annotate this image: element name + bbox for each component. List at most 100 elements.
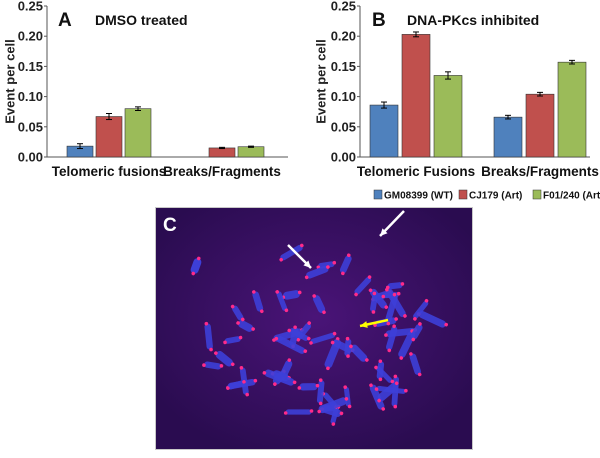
y-tick-label: 0.05 bbox=[18, 119, 43, 134]
chromosome-body bbox=[377, 382, 399, 402]
legend-label: F01/240 (Art) bbox=[543, 191, 600, 202]
bar-1-2 bbox=[493, 116, 523, 158]
chromosome bbox=[369, 383, 386, 411]
chromosome-body bbox=[413, 300, 429, 319]
telomere-signal bbox=[418, 322, 422, 326]
telomere-signal bbox=[196, 256, 201, 261]
bar-3-1 bbox=[124, 108, 152, 158]
y-tick-label: 0.10 bbox=[331, 89, 356, 104]
telomere-signal bbox=[393, 404, 398, 409]
chromosome bbox=[202, 361, 224, 370]
telomere-signal bbox=[214, 351, 218, 355]
y-tick-label: 0.20 bbox=[18, 29, 43, 44]
telomere-signal bbox=[385, 285, 390, 290]
telomere-signal bbox=[387, 348, 392, 353]
telomere-signal bbox=[345, 336, 350, 341]
telomere-signal bbox=[331, 422, 336, 426]
telomere-signal bbox=[252, 290, 256, 294]
telomere-signal bbox=[226, 386, 230, 390]
chromosome bbox=[226, 380, 246, 390]
legend-swatch bbox=[458, 189, 468, 200]
telomere-signal bbox=[403, 314, 407, 318]
telomere-signal bbox=[312, 294, 317, 298]
micrograph-background bbox=[156, 208, 472, 449]
telomere-signal bbox=[381, 407, 386, 411]
metaphase-spread-image bbox=[156, 208, 472, 449]
telomere-signal bbox=[219, 364, 224, 368]
chart-title: DMSO treated bbox=[95, 12, 188, 28]
x-category-label: Telomeric fusions bbox=[52, 164, 167, 179]
telomere-signal bbox=[284, 308, 289, 313]
chromosome-body bbox=[190, 258, 202, 274]
bar-2-1 bbox=[401, 34, 431, 158]
telomere-signal bbox=[393, 374, 398, 379]
telomere-signal bbox=[386, 321, 391, 326]
chromosome-body bbox=[238, 320, 254, 332]
telomere-signal bbox=[304, 275, 309, 280]
y-tick-label: 0.15 bbox=[18, 59, 43, 74]
white-arrow-icon bbox=[379, 210, 405, 237]
telomere-signal bbox=[318, 378, 323, 382]
chromosome bbox=[236, 320, 255, 332]
chromosome bbox=[204, 321, 213, 352]
chromosome bbox=[354, 275, 372, 297]
telomere-signal bbox=[293, 325, 297, 330]
chromosome bbox=[413, 298, 429, 321]
telomere-signal bbox=[404, 388, 408, 393]
legend-swatch bbox=[532, 189, 542, 200]
chromosome bbox=[409, 352, 422, 377]
chromosome-body bbox=[289, 328, 309, 341]
chromosome bbox=[385, 282, 405, 290]
chromosome bbox=[297, 383, 320, 391]
chromosome bbox=[377, 381, 399, 403]
telomere-signal bbox=[349, 344, 353, 349]
telomere-signal bbox=[251, 327, 255, 331]
y-tick-label: 0.15 bbox=[331, 59, 356, 74]
telomere-signal bbox=[374, 387, 379, 391]
chromosome-body bbox=[299, 383, 318, 391]
chromosome bbox=[398, 329, 416, 360]
telomere-signal bbox=[297, 290, 302, 295]
y-tick-label: 0.20 bbox=[331, 29, 356, 44]
telomere-signal bbox=[191, 271, 196, 276]
telomere-signal bbox=[390, 379, 395, 384]
chromosome bbox=[304, 265, 330, 280]
bar-1-1 bbox=[369, 104, 399, 158]
telomere-signal bbox=[365, 358, 369, 362]
chromosome-body bbox=[310, 332, 335, 344]
telomere-signal bbox=[318, 401, 323, 406]
yellow-arrow-icon bbox=[359, 318, 389, 328]
chromosome-body bbox=[276, 291, 288, 311]
telomere-signal bbox=[424, 298, 429, 303]
telomere-signal bbox=[287, 358, 292, 362]
chromosome-body bbox=[224, 336, 241, 344]
chromosome-body bbox=[264, 369, 295, 386]
telomere-signal bbox=[409, 352, 413, 356]
chromosome-body bbox=[306, 265, 329, 279]
telomere-signal bbox=[374, 365, 378, 370]
chromosome bbox=[410, 322, 423, 342]
arrow-head bbox=[380, 228, 388, 236]
telomere-signal bbox=[307, 321, 311, 325]
telomere-signal bbox=[396, 291, 401, 296]
chromosome bbox=[262, 369, 297, 386]
telomere-signal bbox=[372, 291, 377, 296]
telomere-signal bbox=[287, 328, 292, 333]
y-axis-label: Event per cell bbox=[2, 39, 17, 124]
bar-3-2 bbox=[557, 61, 587, 158]
chromosome bbox=[230, 304, 245, 322]
telomere-signal bbox=[274, 336, 279, 341]
chromosome bbox=[339, 253, 352, 276]
telomere-signal bbox=[297, 386, 302, 390]
panel-label-a: A bbox=[58, 10, 72, 31]
telomere-signal bbox=[279, 257, 283, 262]
telomere-signal bbox=[209, 347, 213, 352]
chromosome bbox=[317, 397, 349, 414]
chromosome bbox=[312, 294, 326, 315]
telomere-signal bbox=[309, 341, 313, 345]
telomere-signal bbox=[392, 292, 397, 297]
chromosome bbox=[283, 409, 314, 415]
chromosome-body bbox=[204, 323, 213, 350]
y-tick-label: 0.25 bbox=[18, 0, 43, 14]
telomere-signal bbox=[399, 356, 404, 360]
